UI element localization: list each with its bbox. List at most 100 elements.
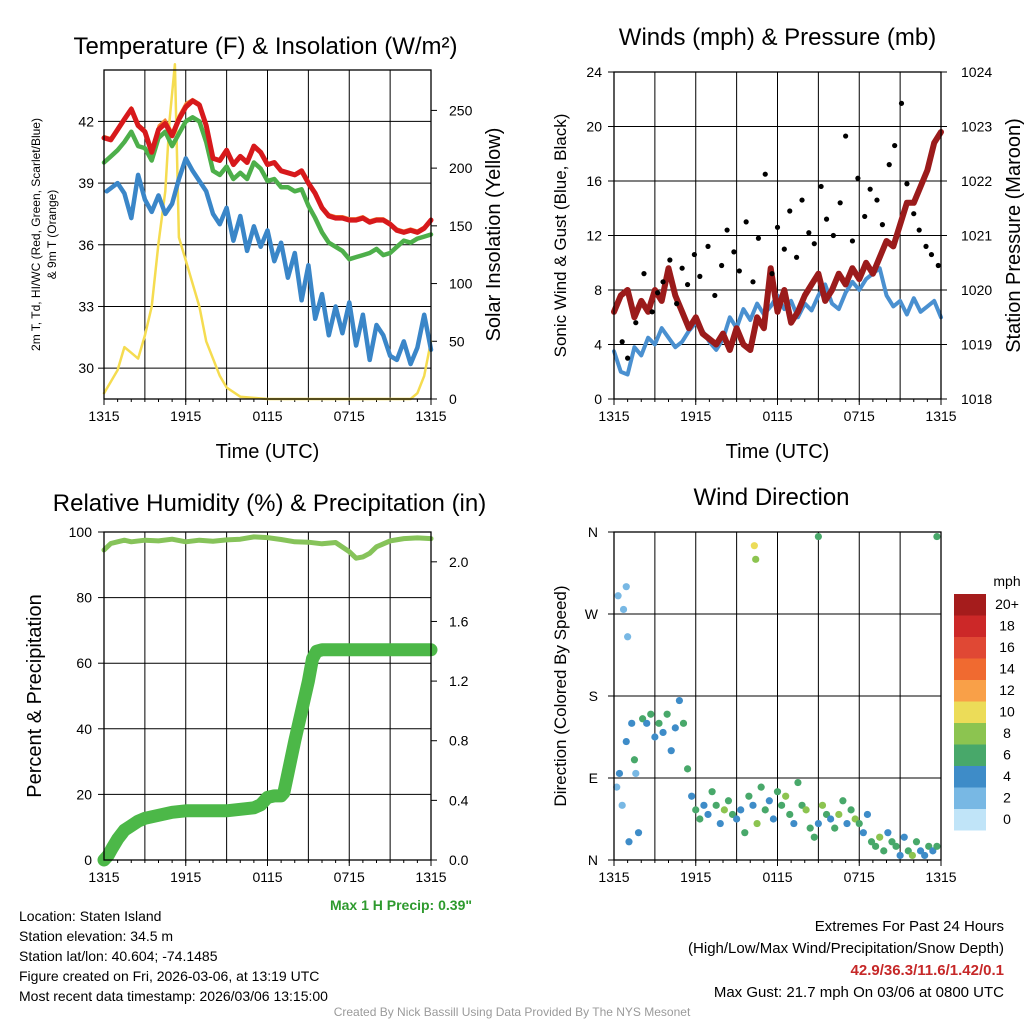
plot-border [103, 69, 432, 400]
gust-point [911, 211, 917, 217]
x-tick-label: 0715 [334, 869, 365, 885]
wind-direction-point [622, 583, 630, 591]
gust-point [830, 232, 836, 239]
wind-direction-point [761, 806, 769, 814]
x-tick-label: 0715 [844, 869, 875, 885]
plot-border [103, 531, 432, 861]
gust-point [769, 271, 775, 277]
gust-point [674, 301, 680, 307]
gust-point [837, 200, 843, 206]
legend-label: 12 [999, 682, 1015, 698]
legend-label: 10 [999, 704, 1015, 720]
gust-point [743, 219, 749, 225]
gust-point [904, 181, 910, 187]
x-tick-label: 1915 [170, 408, 201, 424]
temp-2m-line [101, 98, 434, 235]
latlon-text: Station lat/lon: 40.604; -74.1485 [19, 948, 218, 964]
wind-direction-point [675, 696, 684, 705]
wind-direction-point [892, 842, 900, 850]
gust-point [855, 175, 861, 181]
wind-direction-point [720, 806, 728, 814]
x-tick-label: 1315 [925, 869, 956, 885]
x-tick-label: 1315 [415, 869, 446, 885]
extremes-values: 42.9/36.3/11.6/1.42/0.1 [850, 962, 1004, 979]
gust-point [781, 246, 787, 252]
plot-border [613, 71, 942, 400]
gust-point [823, 216, 830, 222]
wind-direction-point [753, 819, 761, 828]
y-tick-label: 30 [78, 360, 94, 376]
gust-point [679, 265, 685, 271]
wind-direction-point [745, 792, 753, 800]
wind-direction-point [651, 733, 659, 741]
y-right-tick-label: 50 [449, 333, 465, 349]
elevation-text: Station elevation: 34.5 m [19, 928, 174, 944]
y-right-tick-label: 100 [449, 276, 473, 292]
precipitation-line [97, 643, 438, 867]
y-tick-label: S [589, 688, 598, 704]
wind-direction-point [696, 815, 704, 823]
wind-direction-point [863, 810, 872, 819]
y-tick-label: 4 [594, 337, 602, 353]
wind-direction-point [876, 833, 884, 841]
y-right-axis-label: Solar Insolation (Yellow) [483, 128, 505, 342]
wind-direction-point [659, 728, 667, 737]
y-tick-label: 100 [69, 524, 93, 540]
wind-direction-point [643, 719, 651, 727]
y-tick-label: 60 [76, 655, 92, 671]
gust-point [649, 309, 655, 315]
wind-direction-point [790, 819, 798, 828]
legend-label: 4 [1003, 768, 1011, 784]
legend-title: mph [993, 573, 1020, 589]
legend-swatch [954, 766, 986, 788]
x-axis-label: Time (UTC) [726, 441, 830, 463]
wind-direction-point [708, 788, 716, 796]
gust-point [667, 257, 673, 263]
y-right-tick-label: 200 [449, 160, 473, 176]
y-axis-label: Sonic Wind & Gust (Blue, Black) [551, 114, 570, 358]
wind-direction-point [847, 806, 855, 814]
legend-swatch [954, 744, 986, 766]
wind-direction-point [683, 765, 692, 773]
wind-direction-point [806, 824, 814, 832]
legend-swatch [954, 701, 986, 723]
extremes-title: Extremes For Past 24 Hours [814, 918, 1004, 935]
y-axis-label-2: & 9m T (Orange) [45, 190, 59, 280]
wind-direction-point [855, 819, 863, 828]
y-tick-label: 39 [78, 175, 94, 191]
y-axis-label: Direction (Colored By Speed) [551, 585, 570, 806]
legend-label: 8 [1003, 725, 1011, 741]
gust-point [619, 339, 625, 345]
wind-direction-point [634, 829, 643, 837]
credit-text: Created By Nick Bassill Using Data Provi… [333, 1005, 691, 1019]
x-axis-label: Time (UTC) [216, 441, 320, 463]
legend-swatch [954, 680, 986, 702]
wind-direction-point [843, 819, 851, 828]
x-tick-label: 1915 [170, 869, 201, 885]
gust-point [691, 251, 697, 258]
wind-direction-point [614, 592, 622, 600]
y-tick-label: 20 [586, 119, 602, 135]
y-tick-label: 20 [76, 786, 92, 802]
station-info: Location: Staten Island Station elevatio… [19, 906, 328, 1006]
wind-direction-point [622, 737, 630, 746]
temperature-chart: 1315 1915 0115 0715 1315 30 33 36 39 42 0 50 100 150 2… [29, 33, 505, 463]
x-tick-label: 0715 [334, 408, 365, 424]
y-tick-label: 0 [84, 852, 92, 868]
y-tick-label: 8 [594, 282, 602, 298]
y-right-tick-label: 1.6 [449, 613, 469, 629]
chart-title: Temperature (F) & Insolation (W/m²) [73, 33, 457, 60]
y-right-axis-label: Station Pressure (Maroon) [1003, 118, 1024, 353]
gust-point [867, 186, 873, 192]
y-axis-label: 2m T, Td, HI/WC (Red, Green, Scarlet/Blu… [29, 118, 43, 351]
y-tick-label: 36 [78, 237, 94, 253]
y-axis-label: Percent & Precipitation [24, 594, 46, 797]
gust-point [928, 251, 935, 258]
y-tick-label: 12 [586, 228, 602, 244]
gust-point [719, 262, 725, 269]
wind-direction-point [625, 838, 633, 846]
wind-direction-point [769, 815, 778, 823]
x-tick-label: 1315 [415, 408, 446, 424]
gust-point [811, 241, 817, 247]
gust-point [684, 281, 691, 288]
